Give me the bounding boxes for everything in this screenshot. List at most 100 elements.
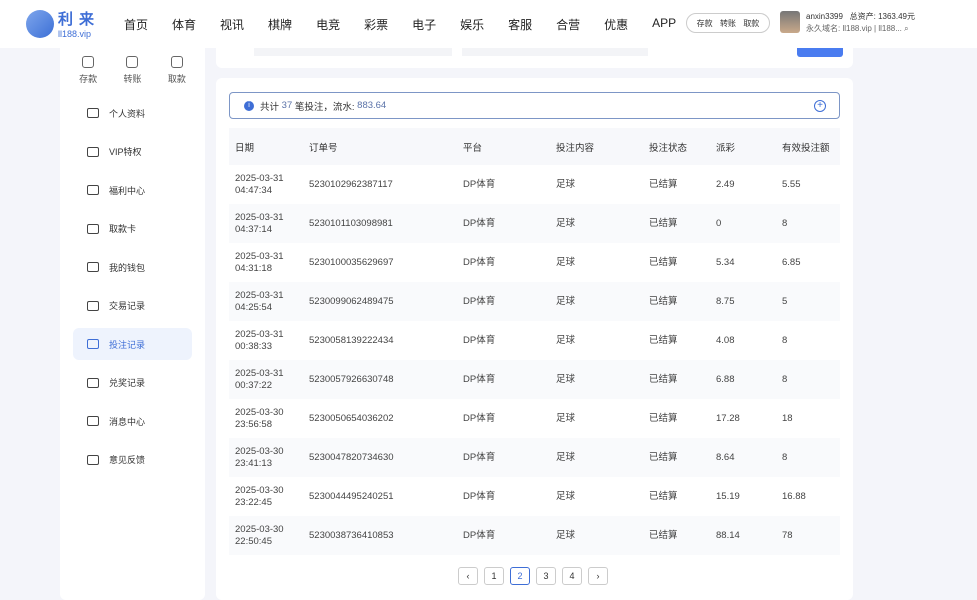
username: anxin3399 [806,12,843,21]
sidebar-item-label: VIP特权 [109,147,142,157]
time: 00:38:33 [235,340,272,352]
sidebar-action[interactable]: 取款 [168,56,186,85]
order-number: 5230038736410853 [303,516,457,555]
nav-item[interactable]: 体育 [172,18,197,32]
page-1[interactable]: 1 [484,567,504,585]
nav-item[interactable]: 合营 [556,18,581,32]
quick-2[interactable]: 取款 [743,18,760,28]
platform: DP体育 [463,490,496,502]
prev-page-button[interactable]: ‹ [458,567,478,585]
expand-plus-icon[interactable]: + [814,100,826,112]
date: 2025-03-31 [235,211,284,223]
nav-item[interactable]: 优惠 [604,18,629,32]
date-cell: 2025-03-31 04:37:14 [229,204,303,243]
table-row: 2025-03-31 00:38:33 5230058139222434 DP体育 足球… [229,321,840,360]
sidebar-item[interactable]: 福利中心 [73,174,192,206]
prize-icon [87,377,99,388]
date-cell: 2025-03-31 04:31:18 [229,243,303,282]
sidebar-item[interactable]: 意见反馈 [73,444,192,476]
logo-icon [26,9,54,38]
payout: 8.64 [710,438,776,477]
table-row: 2025-03-30 23:56:58 5230050654036202 DP体育 足球… [229,399,840,438]
bet-records-table: 日期 订单号 平台 投注内容 投注状态 派彩 有效投注额 2025-03-31 04:47:3… [229,128,840,555]
order-number: 5230101103098981 [303,204,457,243]
gift-icon [87,185,99,195]
quick-0[interactable]: 存款 [696,18,713,28]
nav-item[interactable]: APP [652,16,677,30]
sidebar-item-label: 兑奖记录 [109,378,146,388]
payout: 4.08 [716,334,735,346]
search-button[interactable] [797,48,843,57]
date-cell: 2025-03-30 23:56:58 [229,399,303,438]
sidebar-item[interactable]: VIP特权 [73,136,192,168]
date: 2025-03-30 [235,523,284,535]
payout: 0 [710,204,776,243]
nav-item[interactable]: 首页 [124,18,149,32]
filter-input[interactable] [254,48,452,56]
date: 2025-03-30 [235,484,284,496]
page-2[interactable]: 2 [510,567,530,585]
nav-item[interactable]: 电子 [412,18,437,32]
order-number: 5230050654036202 [309,412,394,424]
nav-item[interactable]: 棋牌 [268,18,293,32]
platform: DP体育 [463,256,496,268]
search-icon[interactable]: ⌕ [904,24,909,33]
sidebar-item[interactable]: 投注记录 [73,328,192,360]
sidebar-action[interactable]: 转账 [123,56,142,85]
payout: 6.88 [710,360,776,399]
order-number: 5230047820734630 [303,438,457,477]
bet-content: 足球 [550,360,643,399]
sidebar-action[interactable]: 存款 [79,56,97,85]
filter-card [216,48,853,68]
records-card: i 共计 37 笔投注，流水: 883.64 + 日期 订单号 平台 投注内容 投注状态… [216,78,853,600]
next-page-button[interactable]: › [588,567,608,585]
bet-status: 已结算 [649,256,678,268]
sidebar-item[interactable]: 兑奖记录 [73,367,192,399]
logo[interactable]: 利来 ll188.vip [26,8,100,39]
info-icon: i [244,100,254,111]
date: 2025-03-31 [235,172,284,184]
page-3[interactable]: 3 [536,567,556,585]
table-row: 2025-03-30 22:50:45 5230038736410853 DP体育 足球… [229,516,840,555]
platform: DP体育 [457,516,550,555]
date-cell: 2025-03-30 23:22:45 [229,477,303,516]
nav-item[interactable]: 电竞 [316,18,341,32]
quick-1[interactable]: 转账 [719,18,736,28]
sidebar-item[interactable]: 个人资料 [73,97,192,129]
platform: DP体育 [463,334,496,346]
domain-line: 永久域名: ll188.vip | ll188... [806,24,902,33]
table-row: 2025-03-31 04:47:34 5230102962387117 DP体育 足球… [229,165,840,204]
column-header: 派彩 [710,128,776,165]
date-cell: 2025-03-30 23:41:13 [229,438,303,477]
table-row: 2025-03-31 04:25:54 5230099062489475 DP体育 足球… [229,282,840,321]
order-number: 5230099062489475 [303,282,457,321]
sidebar-item[interactable]: 我的钱包 [73,251,192,283]
page-4[interactable]: 4 [562,567,582,585]
sidebar-item-label: 投注记录 [109,339,146,350]
valid-bet: 16.88 [782,490,806,502]
valid-bet: 18 [782,412,793,424]
main-nav: 首页 体育 视讯 棋牌 电竞 彩票 电子 娱乐 客服 合营 优惠 APP [124,16,700,33]
bet-content: 足球 [556,178,576,190]
date-filter[interactable] [462,48,648,56]
nav-item[interactable]: 彩票 [364,18,389,32]
time: 04:25:54 [235,301,272,313]
avatar[interactable] [780,11,800,33]
order-number: 5230057926630748 [303,360,457,399]
sidebar-item[interactable]: 消息中心 [73,405,192,437]
sidebar-item[interactable]: 交易记录 [73,290,192,322]
mail-icon [87,416,99,426]
withdraw-icon [170,56,183,68]
payout: 2.49 [716,178,735,190]
user-info: anxin3399 总资产: 1363.49元 永久域名: ll188.vip … [780,11,915,35]
nav-item[interactable]: 视讯 [220,18,245,32]
bet-status: 已结算 [643,204,710,243]
sidebar-action-label: 转账 [123,74,142,84]
nav-item[interactable]: 客服 [508,18,533,32]
bet-status: 已结算 [643,282,710,321]
sidebar-item[interactable]: 取款卡 [73,213,192,245]
nav-item[interactable]: 娱乐 [460,18,485,32]
date: 2025-03-31 [235,250,284,262]
sidebar-item-label: 福利中心 [109,185,146,196]
sidebar-item-label: 意见反馈 [109,455,146,465]
